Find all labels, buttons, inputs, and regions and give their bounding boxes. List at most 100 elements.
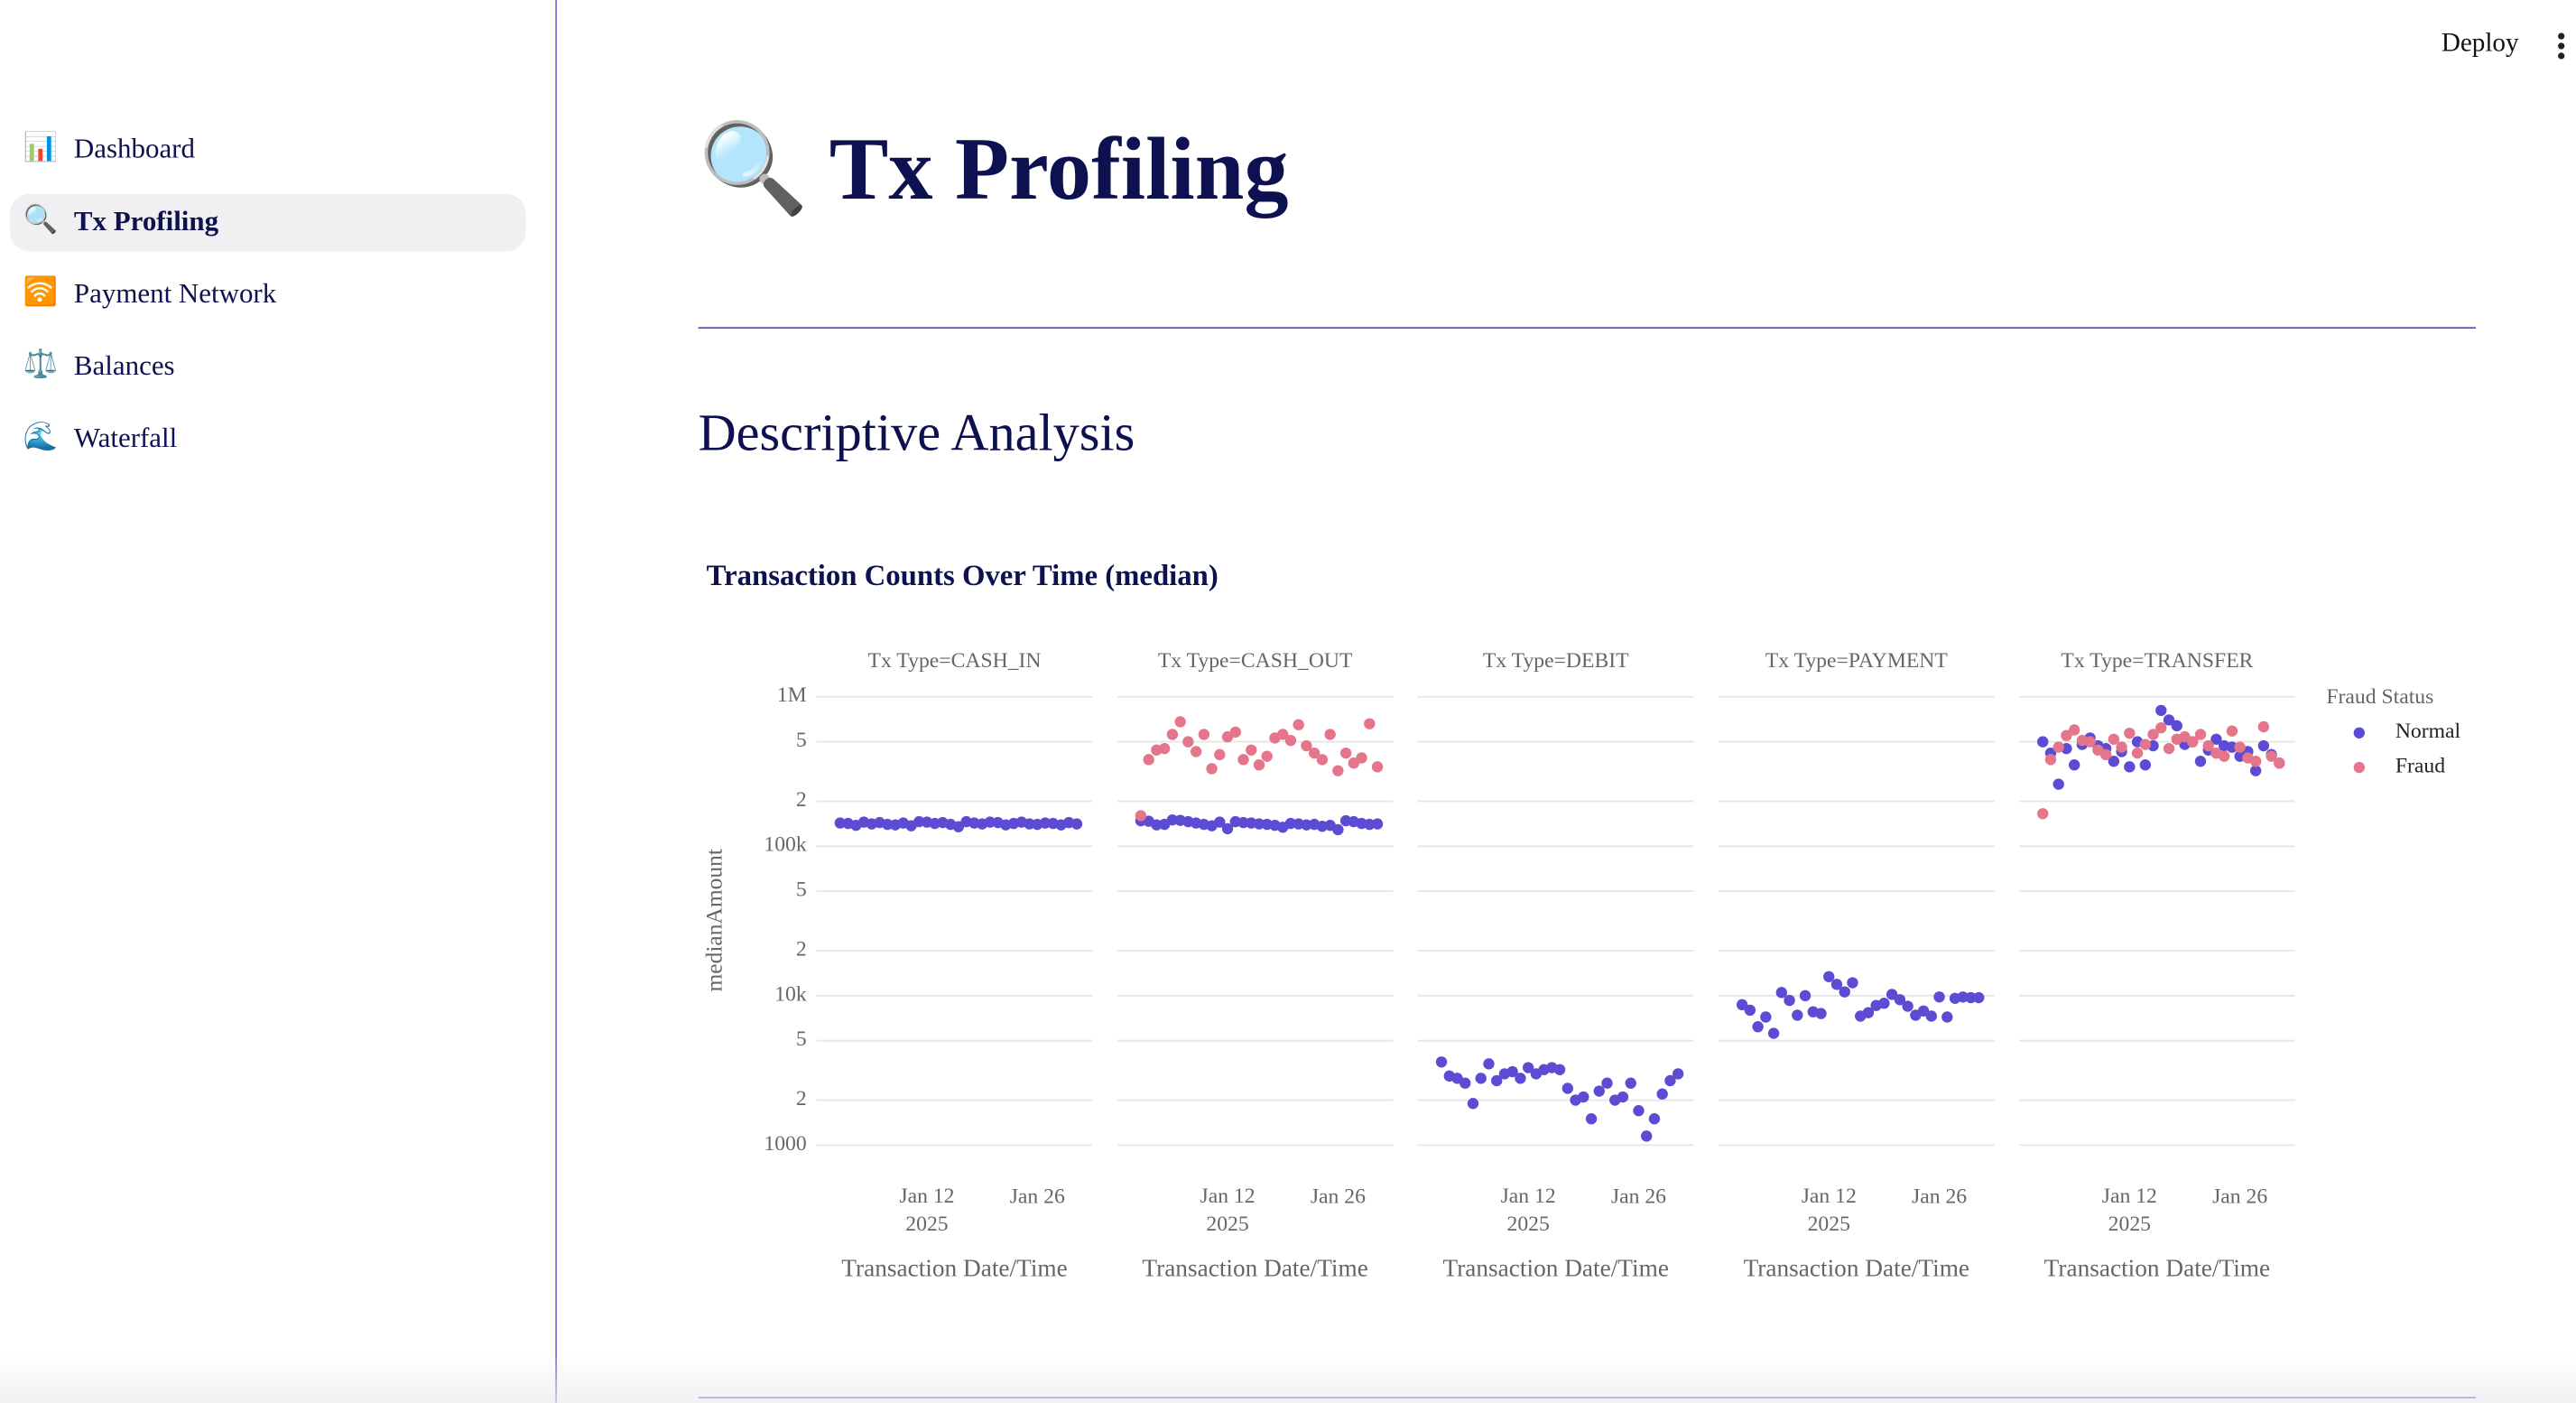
point [1308,747,1320,759]
point [1261,750,1273,762]
facet-title: Tx Type=DEBIT [1483,649,1629,673]
point [2068,759,2080,771]
point [1902,1000,1913,1012]
point [1246,744,1257,756]
y-tick-label: 100k [764,833,806,857]
point [2187,736,2199,748]
point [1324,729,1336,740]
point [2249,765,2262,776]
x-tick-label: Jan 26 [1611,1185,1666,1208]
point [2108,756,2120,767]
point [2210,733,2222,745]
point [2155,704,2167,717]
point [1744,1004,1756,1017]
point [1364,818,1376,831]
point [2116,741,2127,753]
point [1792,1009,1803,1021]
menu-button[interactable] [2558,33,2565,62]
point [1561,1082,1574,1094]
point [1206,763,1218,775]
point [1475,1073,1487,1084]
point [2155,721,2167,734]
point [1371,818,1384,830]
nav-item[interactable]: 🔍 Tx Profiling [9,193,526,252]
point [1641,1130,1653,1142]
y-tick-label: 5 [796,1027,807,1051]
nav-item[interactable]: ⚖️ Balances [10,339,526,396]
point [2084,736,2096,748]
nav-icon: 📊 [23,131,59,165]
scroll-shade [0,1353,2576,1403]
point [1617,1091,1629,1103]
point [1878,998,1890,1009]
point [1648,1113,1661,1125]
point [2257,739,2270,752]
nav-label: Dashboard [73,133,195,165]
legend-label: Fraud [2395,754,2445,777]
point [2068,724,2080,736]
point [1435,1056,1448,1068]
point [2052,741,2064,753]
nav-item[interactable]: 🛜 Payment Network [10,266,526,324]
point [1522,1062,1534,1073]
point [1301,739,1312,752]
deploy-button[interactable]: Deploy [2441,29,2519,58]
point [1348,757,1360,769]
x-tick-label: Jan 26 [1010,1185,1065,1208]
y-axis-label: medianAmount [700,849,727,991]
nav-icon: ⚖️ [23,348,59,382]
nav-icon: 🔍 [23,203,59,237]
point [1301,819,1312,831]
point [2163,742,2175,755]
point [1491,1074,1503,1087]
point [1515,1073,1526,1084]
point [1356,752,1367,764]
section-heading: Descriptive Analysis [698,402,1135,462]
point [2266,750,2277,762]
point [1633,1105,1645,1117]
point [1364,718,1376,729]
nav-item[interactable]: 📊 Dashboard [10,122,526,180]
x-axis-label: Transaction Date/Time [1442,1254,1668,1281]
facet-title: Tx Type=CASH_IN [868,649,1042,673]
legend-title: Fraud Status [2326,685,2433,709]
point [2139,759,2152,771]
chart-title: Transaction Counts Over Time (median) [707,560,1219,592]
point [2163,714,2175,726]
point [1253,818,1265,830]
point [1339,747,1352,759]
point [1830,979,1843,990]
point [2194,756,2207,767]
point [1799,990,1812,1002]
point [2108,733,2120,745]
point [1459,1077,1471,1089]
point [1736,999,1748,1011]
facet-title: Tx Type=PAYMENT [1765,649,1949,673]
x-tick-label: Jan 26 [1912,1185,1967,1208]
y-tick-label: 2 [796,937,807,961]
point [1593,1085,1605,1097]
point [1332,823,1344,836]
nav-item[interactable]: 🌊 Waterfall [10,411,526,469]
point [1151,819,1163,831]
nav-icon: 🛜 [23,275,59,310]
facet-title: Tx Type=TRANSFER [2061,649,2253,673]
point [1229,726,1241,739]
point [1332,765,1344,776]
point [1862,1007,1875,1018]
point [2061,729,2072,741]
point [834,817,847,829]
point [1941,1011,1953,1023]
point [2274,757,2285,769]
sidebar: 📊 Dashboard 🔍 Tx Profiling 🛜 Payment Network ⚖… [0,0,558,1403]
point [1578,1091,1589,1103]
point [1467,1098,1479,1110]
point [1894,994,1906,1006]
point [1656,1088,1668,1100]
point [2044,754,2057,766]
point [2226,741,2238,753]
point [1214,816,1226,828]
point [1214,748,1226,761]
x-tick-label: Jan 12 2025 [899,1185,954,1236]
nav-label: Tx Profiling [73,205,219,237]
